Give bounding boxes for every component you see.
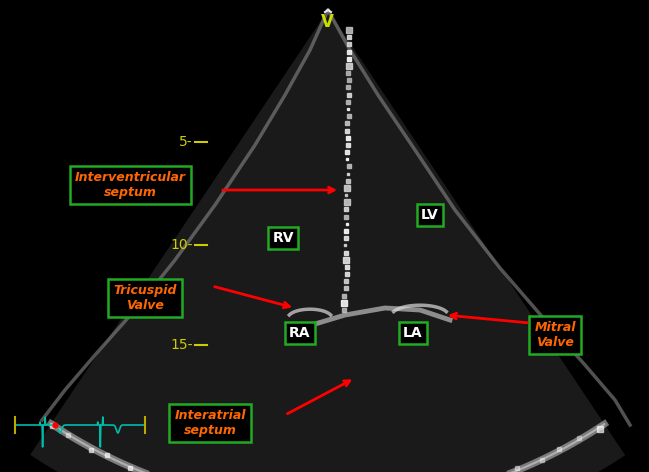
Text: Interventricular
septum: Interventricular septum (75, 171, 186, 199)
Polygon shape (30, 10, 625, 472)
Text: V: V (321, 13, 334, 31)
Text: Mitral
Valve: Mitral Valve (534, 321, 576, 349)
Text: RA: RA (289, 326, 311, 340)
Text: 5-: 5- (179, 135, 193, 149)
Text: RV: RV (272, 231, 294, 245)
Text: Interatrial
septum: Interatrial septum (174, 409, 246, 437)
Text: 10-: 10- (171, 238, 193, 252)
Text: LV: LV (421, 208, 439, 222)
Text: LA: LA (403, 326, 422, 340)
Text: 15-: 15- (171, 338, 193, 352)
Text: Tricuspid
Valve: Tricuspid Valve (113, 284, 177, 312)
